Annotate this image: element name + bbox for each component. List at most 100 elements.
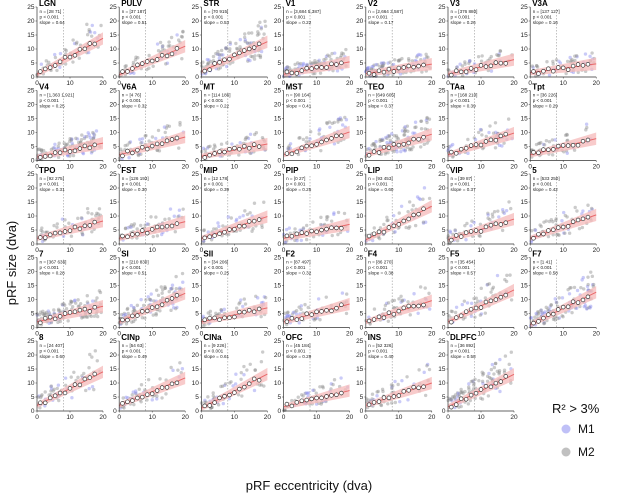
m2-point — [319, 222, 323, 227]
m2-point — [479, 59, 484, 63]
m2-point — [411, 203, 415, 208]
m2-point — [509, 298, 514, 302]
m2-point — [72, 370, 76, 374]
m1-point — [127, 156, 131, 160]
y-tick-label: 20 — [274, 102, 282, 109]
x-tick-label: 20 — [428, 331, 436, 338]
m1-point — [469, 224, 473, 228]
panel-stat: n = [93 453] — [368, 176, 392, 181]
m2-point — [38, 310, 43, 314]
m2-point — [62, 141, 66, 145]
panel-stat: n = [376 880] — [451, 9, 478, 14]
x-tick-label: 10 — [477, 247, 485, 254]
m1-point — [121, 313, 126, 317]
m2-point — [225, 141, 229, 145]
m2-point — [585, 306, 589, 311]
m2-point — [380, 64, 385, 68]
confidence-band — [448, 212, 514, 243]
median-marker — [498, 294, 503, 300]
median-marker — [531, 69, 536, 74]
m1-point — [464, 238, 468, 242]
m2-point — [480, 370, 484, 375]
m2-point — [216, 67, 221, 71]
m2-point — [398, 58, 402, 62]
panel-title: CINa — [203, 333, 222, 342]
y-tick-label: 10 — [438, 213, 446, 220]
panel-title: TEO — [368, 83, 384, 92]
y-tick-label: 5 — [524, 311, 528, 318]
m2-point — [480, 397, 485, 401]
legend-m2-label: M2 — [578, 445, 595, 459]
y-tick-label: 20 — [109, 18, 117, 25]
m1-point — [406, 398, 410, 402]
panel-stat: p < 0.001 — [40, 98, 60, 103]
median-marker — [87, 375, 93, 380]
median-marker — [488, 137, 494, 143]
x-tick-label: 20 — [182, 80, 190, 87]
median-marker — [493, 380, 499, 386]
m1-point — [367, 65, 371, 70]
m2-point — [40, 311, 45, 316]
median-marker — [232, 227, 237, 232]
m1-point — [562, 210, 566, 215]
m1-point — [365, 66, 370, 71]
m2-point — [49, 389, 53, 393]
m2-point — [125, 143, 129, 147]
m2-point — [287, 147, 291, 151]
median-marker — [463, 230, 469, 235]
m1-point — [583, 52, 588, 56]
m2-point — [468, 59, 472, 63]
panel-stat: p < 0.001 — [122, 348, 142, 353]
median-marker — [125, 69, 130, 74]
m1-point — [554, 300, 559, 304]
m2-point — [400, 298, 404, 302]
m2-point — [257, 32, 261, 36]
median-marker — [546, 312, 551, 317]
median-marker — [256, 306, 262, 312]
median-marker — [202, 68, 207, 74]
m2-point — [329, 219, 334, 223]
m2-point — [508, 273, 512, 277]
m2-point — [396, 58, 401, 63]
m1-point — [162, 125, 167, 129]
median-marker — [314, 64, 319, 70]
m1-point — [58, 65, 62, 70]
median-marker — [556, 307, 561, 312]
m1-point — [175, 33, 179, 37]
m2-point — [486, 282, 490, 287]
m1-point — [286, 147, 290, 151]
x-tick-label: 0 — [35, 80, 39, 87]
x-tick-label: 20 — [510, 331, 518, 338]
panel-title: V6A — [121, 83, 137, 92]
median-marker — [159, 141, 165, 146]
y-tick-label: 5 — [277, 144, 281, 151]
m2-point — [395, 135, 399, 140]
panel-stat: n = [367 636] — [40, 260, 67, 265]
m2-point — [64, 142, 68, 147]
m1-point — [72, 41, 77, 46]
x-tick-label: 0 — [117, 164, 121, 171]
m2-point — [301, 137, 306, 142]
median-marker — [145, 146, 150, 152]
m2-point — [386, 218, 390, 222]
m2-point — [533, 228, 537, 232]
x-tick-label: 0 — [528, 80, 532, 87]
panel-title: Tpt — [532, 83, 545, 92]
median-marker — [459, 234, 464, 239]
panel-stat: slope = 0.25 — [286, 187, 312, 192]
median-marker — [38, 235, 43, 240]
m1-point — [233, 382, 238, 386]
m2-point — [319, 402, 323, 406]
y-tick-label: 25 — [192, 4, 200, 11]
panel-title: PIP — [286, 166, 300, 175]
m2-point — [382, 307, 387, 311]
median-marker — [314, 309, 319, 314]
median-marker — [242, 384, 247, 390]
m2-point — [392, 298, 397, 303]
median-marker — [381, 69, 387, 75]
x-tick-label: 10 — [395, 247, 403, 254]
m2-point — [258, 54, 263, 58]
m1-point — [495, 273, 500, 278]
